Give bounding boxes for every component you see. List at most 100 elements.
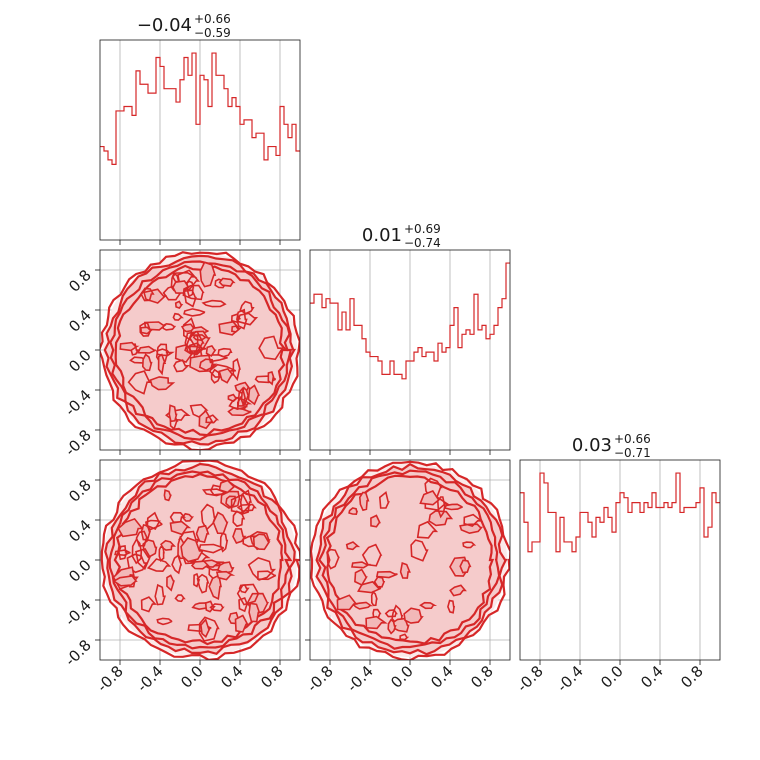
contour-blob — [267, 371, 275, 386]
x-tick-label: -0.4 — [553, 662, 586, 695]
y-tick-label: 0.0 — [65, 346, 95, 376]
contour-blob — [237, 386, 247, 407]
contour-blob — [163, 489, 172, 502]
contour-blob — [196, 573, 210, 594]
contour-blob — [416, 520, 439, 539]
contour-ring — [100, 251, 300, 450]
contour-layer — [100, 460, 300, 660]
contour-blob — [139, 321, 153, 337]
param-title-err-plus: +0.69 — [404, 222, 441, 236]
contour-panel-1: -0.8 -0.4 0.0 0.4 0.8 — [61, 249, 301, 460]
contour-blob — [354, 568, 368, 587]
contour-blob — [336, 594, 358, 611]
contour-blob — [236, 503, 257, 512]
contour-blob — [219, 532, 229, 553]
contour-blob — [345, 541, 361, 551]
contour-blob — [205, 344, 217, 357]
contour-blob — [258, 335, 284, 361]
contour-ring — [325, 474, 495, 645]
contour-blob — [171, 554, 183, 575]
y-tick-label: 0.8 — [65, 266, 95, 296]
contour-blob — [160, 539, 177, 551]
contour-blob — [238, 584, 250, 594]
param-title-err-plus: +0.66 — [614, 432, 651, 446]
contour-blob — [218, 367, 235, 384]
y-tick-label: -0.4 — [61, 386, 94, 419]
contour-blob — [144, 519, 163, 531]
param-title-value: 0.03 — [572, 435, 612, 456]
contour-layer — [310, 460, 510, 660]
contour-blob — [155, 348, 175, 357]
contour-blob — [403, 607, 424, 624]
contour-blob — [410, 539, 429, 562]
contour-blob — [135, 548, 152, 571]
x-tick-label: -0.8 — [93, 662, 126, 695]
contour-blob — [419, 601, 438, 610]
contour-blob — [176, 269, 201, 291]
contour-blob — [205, 414, 220, 424]
contour-blob — [199, 261, 217, 288]
contour-blob — [373, 576, 386, 588]
contour-blob — [462, 541, 477, 549]
contour-blob — [375, 570, 398, 579]
contour-blob — [218, 277, 236, 287]
param-title-err-minus: −0.71 — [614, 446, 651, 460]
param-title-value: 0.01 — [362, 225, 402, 246]
x-tick-label: 0.4 — [217, 662, 247, 692]
contour-blob — [198, 616, 220, 642]
histogram-step-line — [100, 52, 300, 165]
x-tick-label: 0.8 — [677, 662, 707, 692]
y-tick-label: 0.8 — [65, 476, 95, 506]
contour-blob — [232, 358, 241, 382]
contour-blob — [419, 490, 442, 506]
contour-blob — [181, 512, 195, 522]
contour-blob — [399, 633, 410, 641]
contour-blob — [218, 479, 237, 494]
contour-blob — [236, 312, 259, 326]
contour-blob — [252, 533, 271, 551]
contour-blob — [154, 583, 166, 606]
contour-blob — [227, 406, 252, 417]
contour-blob — [232, 528, 247, 544]
contour-blob — [370, 590, 378, 607]
contour-blob — [216, 561, 235, 574]
contour-blob — [239, 489, 252, 515]
contour-blob — [140, 326, 154, 335]
contour-blob — [126, 553, 148, 574]
contour-blob — [449, 584, 467, 597]
contour-blob — [119, 341, 140, 352]
param-title-err-minus: −0.59 — [194, 26, 231, 40]
contour-blob — [140, 596, 157, 613]
contour-blob — [127, 370, 151, 395]
contour-blob — [326, 548, 340, 570]
contour-blob — [136, 345, 157, 354]
y-tick-label: 0.4 — [65, 516, 95, 546]
contour-blob — [225, 495, 237, 508]
contour-blob — [174, 594, 186, 603]
contour-blob — [459, 559, 472, 574]
contour-blob — [190, 560, 211, 570]
contour-blob — [169, 520, 192, 536]
contour-blob — [247, 557, 277, 581]
contour-blob — [212, 511, 229, 535]
histogram-panel-3: 0.03 +0.66−0.71 -0.8 -0.4 0.0 0.4 0.8 — [513, 432, 721, 696]
contour-blob — [174, 300, 184, 310]
contour-blob — [399, 562, 411, 579]
histogram-step-line — [310, 262, 510, 380]
contour-blob — [118, 544, 128, 561]
x-tick-label: 0.8 — [467, 662, 497, 692]
contour-blob — [142, 539, 158, 559]
y-tick-label: 0.0 — [65, 556, 95, 586]
contour-blob — [236, 308, 248, 330]
contour-blob — [248, 602, 261, 623]
contour-blob — [210, 368, 221, 384]
contour-blob — [348, 507, 359, 516]
contour-blob — [443, 503, 463, 511]
contour-blob — [247, 384, 261, 406]
contour-layer — [100, 251, 300, 450]
contour-blob — [192, 334, 208, 342]
contour-blob — [114, 549, 131, 557]
contour-blob — [201, 299, 227, 308]
contour-blob — [228, 396, 253, 411]
